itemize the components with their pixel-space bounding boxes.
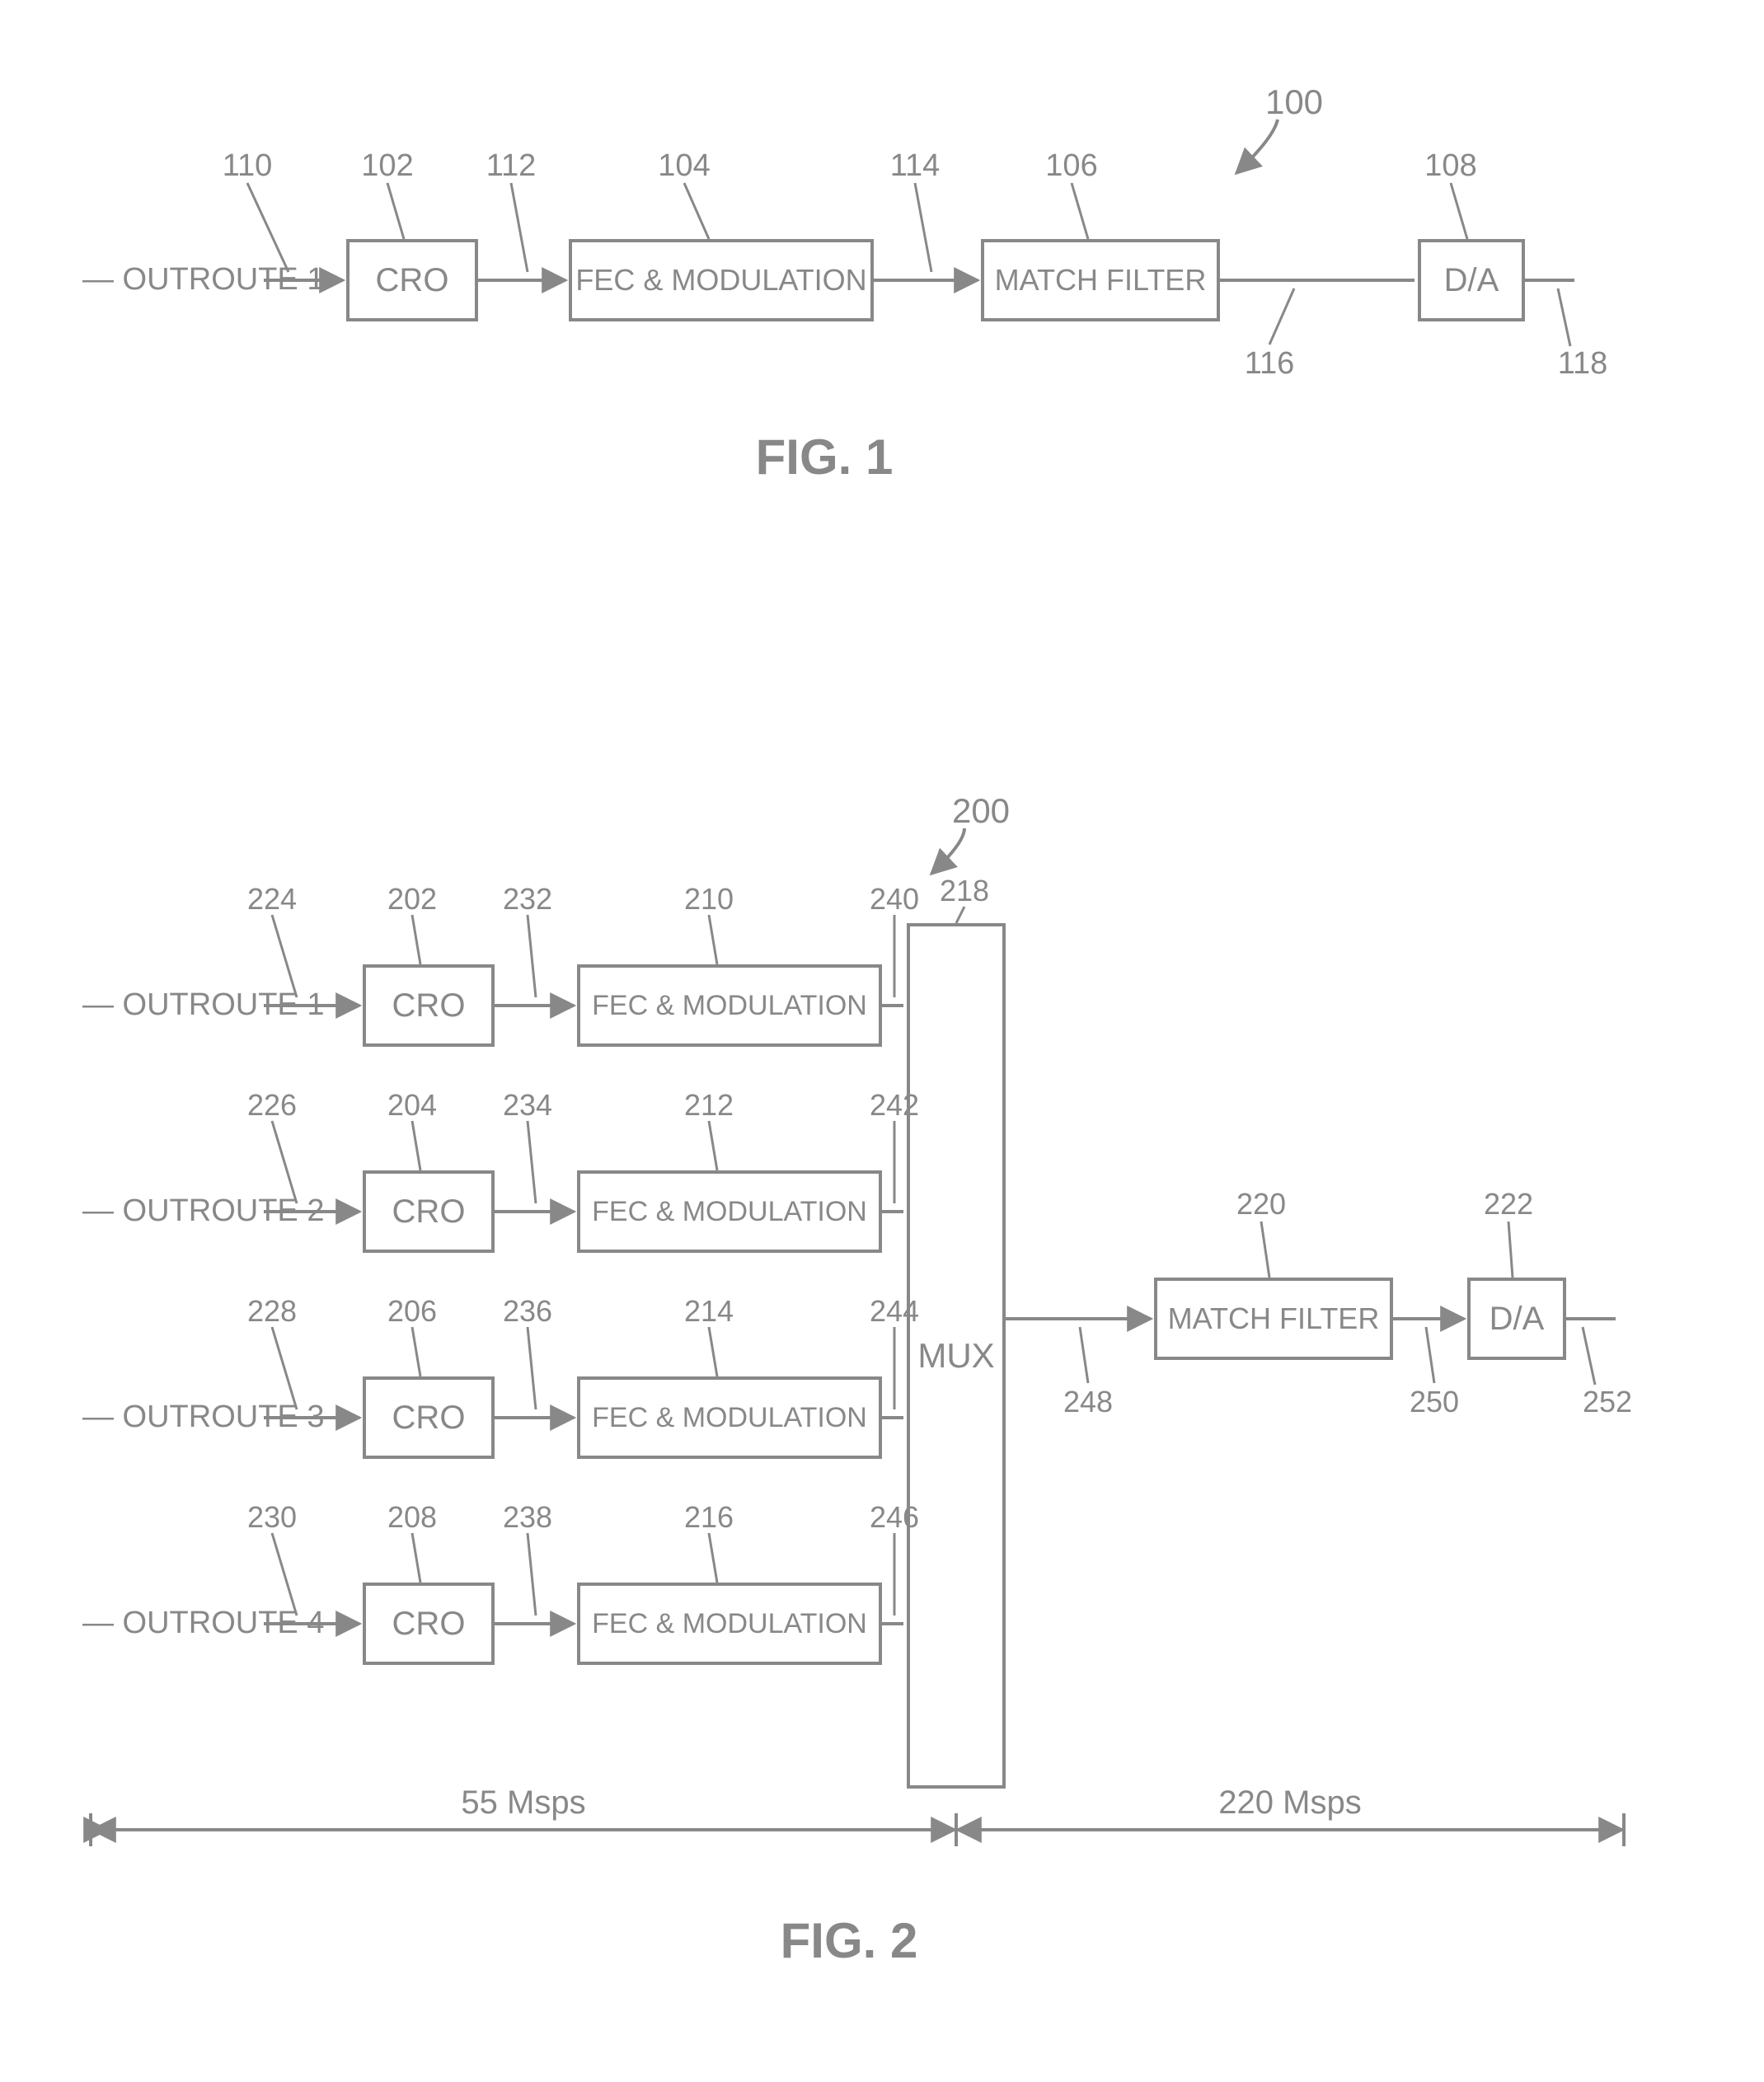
fig2-rate-left: 55 Msps xyxy=(461,1784,585,1822)
fig2-ref-238: 238 xyxy=(503,1500,552,1535)
fig2-ref-224: 224 xyxy=(247,882,297,917)
fig2-ref-248: 248 xyxy=(1063,1385,1113,1419)
fig1-ref-106: 106 xyxy=(1045,148,1097,184)
fig2-ref-214: 214 xyxy=(684,1294,734,1329)
fig1-ref-104: 104 xyxy=(658,148,710,184)
fig1-fec-block: FEC & MODULATION xyxy=(569,239,874,321)
fig2-input-label-4: — OUTROUTE 4 xyxy=(82,1606,324,1641)
fig1-title: FIG. 1 xyxy=(756,429,894,485)
fig2-input-label-1: — OUTROUTE 1 xyxy=(82,987,324,1023)
fig2-ref-218: 218 xyxy=(940,874,989,908)
fig1-ref-108: 108 xyxy=(1424,148,1476,184)
fig2-da-block: D/A xyxy=(1467,1278,1566,1360)
fig1-cro-block: CRO xyxy=(346,239,478,321)
fig2-ref-212: 212 xyxy=(684,1088,734,1123)
fig2-input-label-3: — OUTROUTE 3 xyxy=(82,1400,324,1435)
fig2-ref-244: 244 xyxy=(870,1294,919,1329)
fig2-fec-block-2: FEC & MODULATION xyxy=(577,1170,882,1253)
fig2-ref-202: 202 xyxy=(387,882,437,917)
fig2-ref-222: 222 xyxy=(1484,1187,1533,1222)
fig1-match-block: MATCH FILTER xyxy=(981,239,1220,321)
fig1-ref-116: 116 xyxy=(1245,346,1295,382)
fig2-ref-230: 230 xyxy=(247,1500,297,1535)
fig2-mux-block: MUX xyxy=(907,923,1006,1789)
fig2-ref-252: 252 xyxy=(1583,1385,1632,1419)
fig2-ref-210: 210 xyxy=(684,882,734,917)
fig1-da-block: D/A xyxy=(1418,239,1525,321)
fig1-ref-main: 100 xyxy=(1265,82,1323,122)
fig2-fec-block-1: FEC & MODULATION xyxy=(577,964,882,1047)
fig2-ref-208: 208 xyxy=(387,1500,437,1535)
fig2-ref-204: 204 xyxy=(387,1088,437,1123)
fig2-ref-234: 234 xyxy=(503,1088,552,1123)
fig2-fec-block-3: FEC & MODULATION xyxy=(577,1376,882,1459)
fig1-ref-102: 102 xyxy=(361,148,413,184)
fig1-input-label: — OUTROUTE 1 xyxy=(82,262,324,298)
fig1-ref-110: 110 xyxy=(223,148,273,184)
fig2-match-block: MATCH FILTER xyxy=(1154,1278,1393,1360)
fig2-cro-block-4: CRO xyxy=(363,1583,495,1665)
fig1-ref-112: 112 xyxy=(486,148,537,184)
fig2-cro-block-2: CRO xyxy=(363,1170,495,1253)
fig2-ref-242: 242 xyxy=(870,1088,919,1123)
fig2-ref-220: 220 xyxy=(1236,1187,1286,1222)
fig2-title: FIG. 2 xyxy=(781,1912,918,1969)
fig1-ref-118: 118 xyxy=(1558,346,1608,382)
fig2-ref-246: 246 xyxy=(870,1500,919,1535)
fig2-fec-block-4: FEC & MODULATION xyxy=(577,1583,882,1665)
fig2-ref-main: 200 xyxy=(952,791,1010,831)
fig2-input-label-2: — OUTROUTE 2 xyxy=(82,1193,324,1229)
fig2-ref-232: 232 xyxy=(503,882,552,917)
fig2-ref-250: 250 xyxy=(1410,1385,1459,1419)
fig2-ref-236: 236 xyxy=(503,1294,552,1329)
fig2-ref-226: 226 xyxy=(247,1088,297,1123)
fig2-ref-240: 240 xyxy=(870,882,919,917)
fig2-ref-228: 228 xyxy=(247,1294,297,1329)
fig2-ref-216: 216 xyxy=(684,1500,734,1535)
fig1-ref-114: 114 xyxy=(890,148,941,184)
fig2-ref-206: 206 xyxy=(387,1294,437,1329)
fig2-cro-block-1: CRO xyxy=(363,964,495,1047)
fig2-rate-right: 220 Msps xyxy=(1218,1784,1361,1822)
fig2-cro-block-3: CRO xyxy=(363,1376,495,1459)
